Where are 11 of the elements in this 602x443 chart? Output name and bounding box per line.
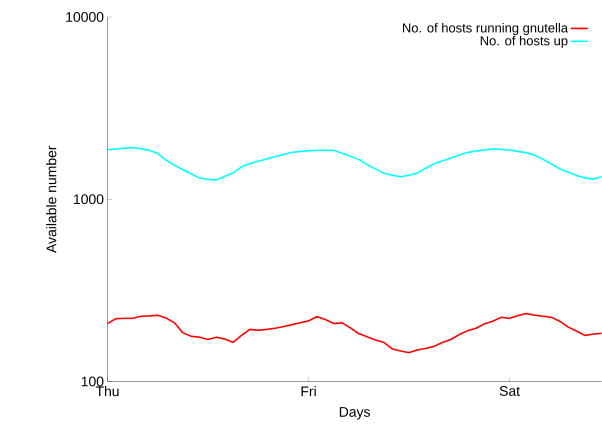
x-axis-title: Days [340, 407, 370, 420]
x-tick-label: Sat [500, 386, 520, 396]
x-tick-label: Thu [96, 386, 119, 396]
legend-label: No. of hosts up [480, 36, 568, 48]
y-axis-title: Available number [46, 146, 56, 253]
y-tick-label: 10000 [66, 12, 104, 22]
line-series [108, 312, 602, 354]
y-tick-label: 1000 [74, 194, 104, 204]
legend-label: No. of hosts running gnutella [403, 22, 568, 36]
x-tick-label: Fri [302, 386, 316, 396]
y-tick-label: 100 [82, 376, 104, 386]
